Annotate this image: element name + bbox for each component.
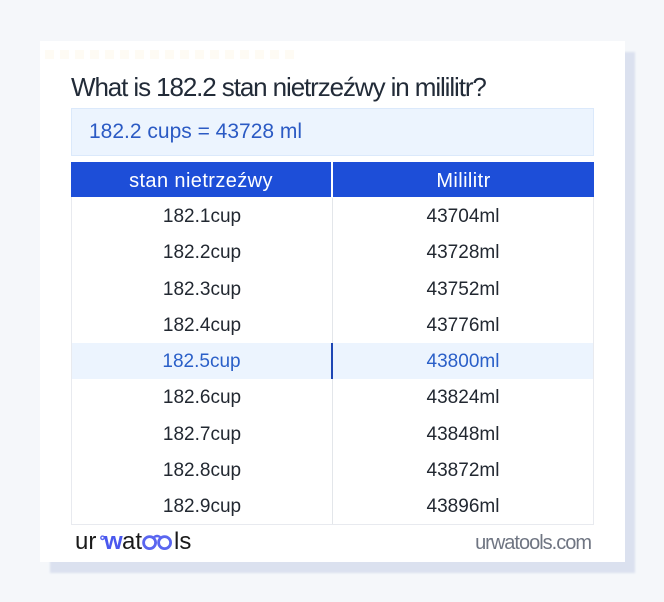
svg-text:ur: ur xyxy=(75,528,96,555)
svg-text:ls: ls xyxy=(174,528,191,555)
svg-text:at: at xyxy=(122,528,142,555)
svg-text:w: w xyxy=(103,528,123,555)
